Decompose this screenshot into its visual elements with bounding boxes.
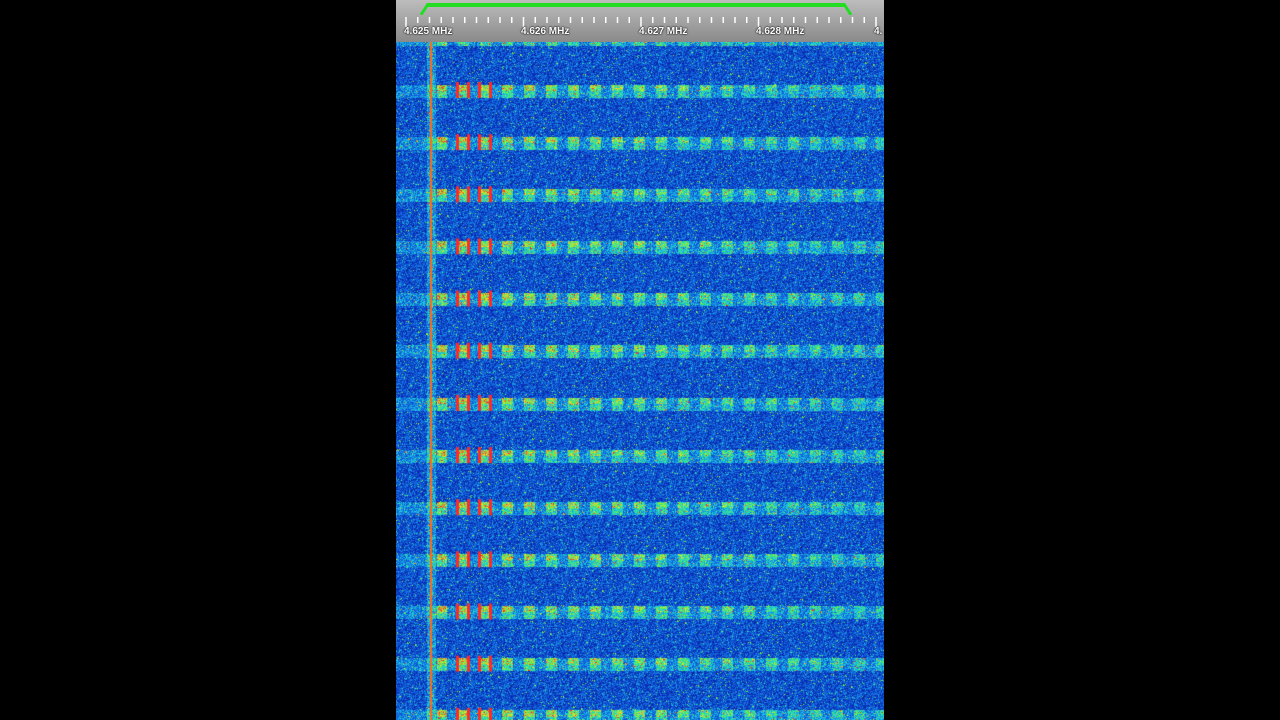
freq-label-4626: 4.626 MHz xyxy=(521,26,570,37)
waterfall-display[interactable] xyxy=(396,42,884,720)
freq-label-4628: 4.628 MHz xyxy=(756,26,805,37)
freq-label-4627: 4.627 MHz xyxy=(639,26,688,37)
freq-label-4629-partial: 4. xyxy=(874,26,883,37)
passband-marker[interactable] xyxy=(420,3,852,15)
sdr-panel: 4.625 MHz 4.626 MHz 4.627 MHz 4.628 MHz … xyxy=(396,0,884,720)
ruler-ticks xyxy=(405,17,877,27)
frequency-ruler[interactable]: 4.625 MHz 4.626 MHz 4.627 MHz 4.628 MHz … xyxy=(396,0,884,42)
freq-label-4625: 4.625 MHz xyxy=(404,26,453,37)
